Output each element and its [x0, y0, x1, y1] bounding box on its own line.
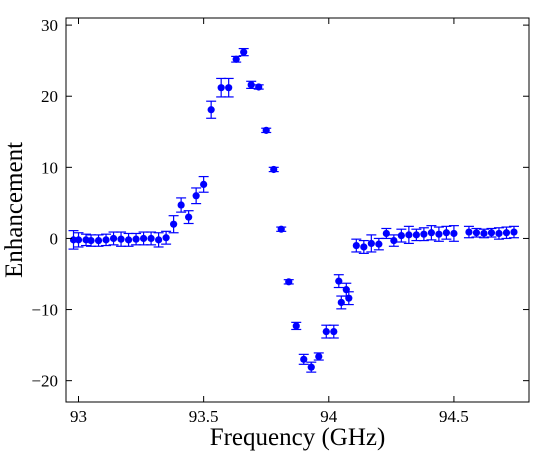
x-axis-title: Frequency (GHz)	[210, 424, 386, 451]
data-point	[255, 83, 263, 91]
y-tick-label: 10	[41, 158, 58, 177]
data-point	[412, 231, 420, 239]
data-point	[217, 84, 225, 92]
data-point	[405, 231, 413, 239]
data-point	[102, 236, 110, 244]
data-point	[367, 239, 375, 248]
data-point	[192, 192, 200, 200]
y-tick-label: 0	[50, 229, 59, 248]
data-point	[502, 229, 511, 237]
data-point	[292, 322, 300, 330]
data-point	[345, 294, 353, 302]
data-point	[390, 236, 398, 245]
data-point	[397, 232, 405, 240]
data-point	[132, 235, 140, 243]
y-tick-label: 30	[41, 16, 58, 35]
x-tick-label: 93	[70, 407, 87, 426]
data-point	[285, 278, 293, 286]
data-point	[442, 229, 451, 237]
data-point	[472, 229, 481, 237]
data-point	[170, 220, 178, 228]
x-tick-label: 94.5	[439, 407, 469, 426]
data-point	[495, 229, 503, 238]
data-point	[277, 225, 285, 233]
y-tick-label: 20	[41, 87, 58, 106]
data-point	[200, 180, 208, 188]
data-point	[435, 230, 443, 238]
data-point	[427, 229, 435, 237]
data-points	[69, 48, 518, 371]
data-point	[124, 236, 133, 244]
data-point	[270, 165, 278, 174]
data-point	[139, 234, 148, 243]
data-point	[450, 229, 458, 238]
data-point	[382, 229, 390, 238]
data-point	[307, 363, 315, 371]
data-point	[177, 201, 185, 209]
data-point	[337, 298, 345, 307]
data-point	[262, 126, 270, 134]
x-tick-label: 93.5	[189, 407, 219, 426]
data-point	[360, 243, 368, 251]
axes	[65, 17, 530, 403]
data-point	[420, 230, 428, 238]
data-point	[322, 328, 330, 336]
x-tick-label: 94	[320, 407, 338, 426]
ticks: 93 93.5 94 94.5 −20 −10 0 10 20 30	[31, 16, 529, 426]
y-tick-label: −10	[31, 301, 58, 320]
data-point	[225, 84, 233, 92]
data-point	[480, 229, 488, 238]
data-point	[87, 236, 95, 245]
data-point	[375, 240, 383, 248]
data-point	[300, 355, 308, 363]
data-point	[147, 234, 155, 243]
data-point	[207, 106, 215, 114]
data-point	[109, 234, 118, 243]
data-point	[352, 241, 360, 250]
data-point	[94, 236, 103, 245]
data-point	[330, 328, 338, 336]
data-point	[247, 81, 255, 89]
data-point	[185, 213, 193, 221]
data-point	[117, 235, 125, 243]
data-point	[74, 236, 83, 244]
data-point	[162, 234, 170, 242]
data-point	[155, 236, 163, 244]
data-point	[232, 55, 240, 63]
data-point	[315, 352, 323, 361]
data-point	[240, 48, 248, 56]
data-point	[465, 228, 473, 236]
y-axis-title: Enhancement	[1, 142, 28, 278]
plot-frame	[65, 17, 530, 403]
data-point	[342, 286, 350, 294]
y-tick-label: −20	[31, 372, 58, 391]
data-point	[510, 228, 518, 236]
data-point	[335, 277, 343, 285]
data-point	[487, 229, 496, 237]
